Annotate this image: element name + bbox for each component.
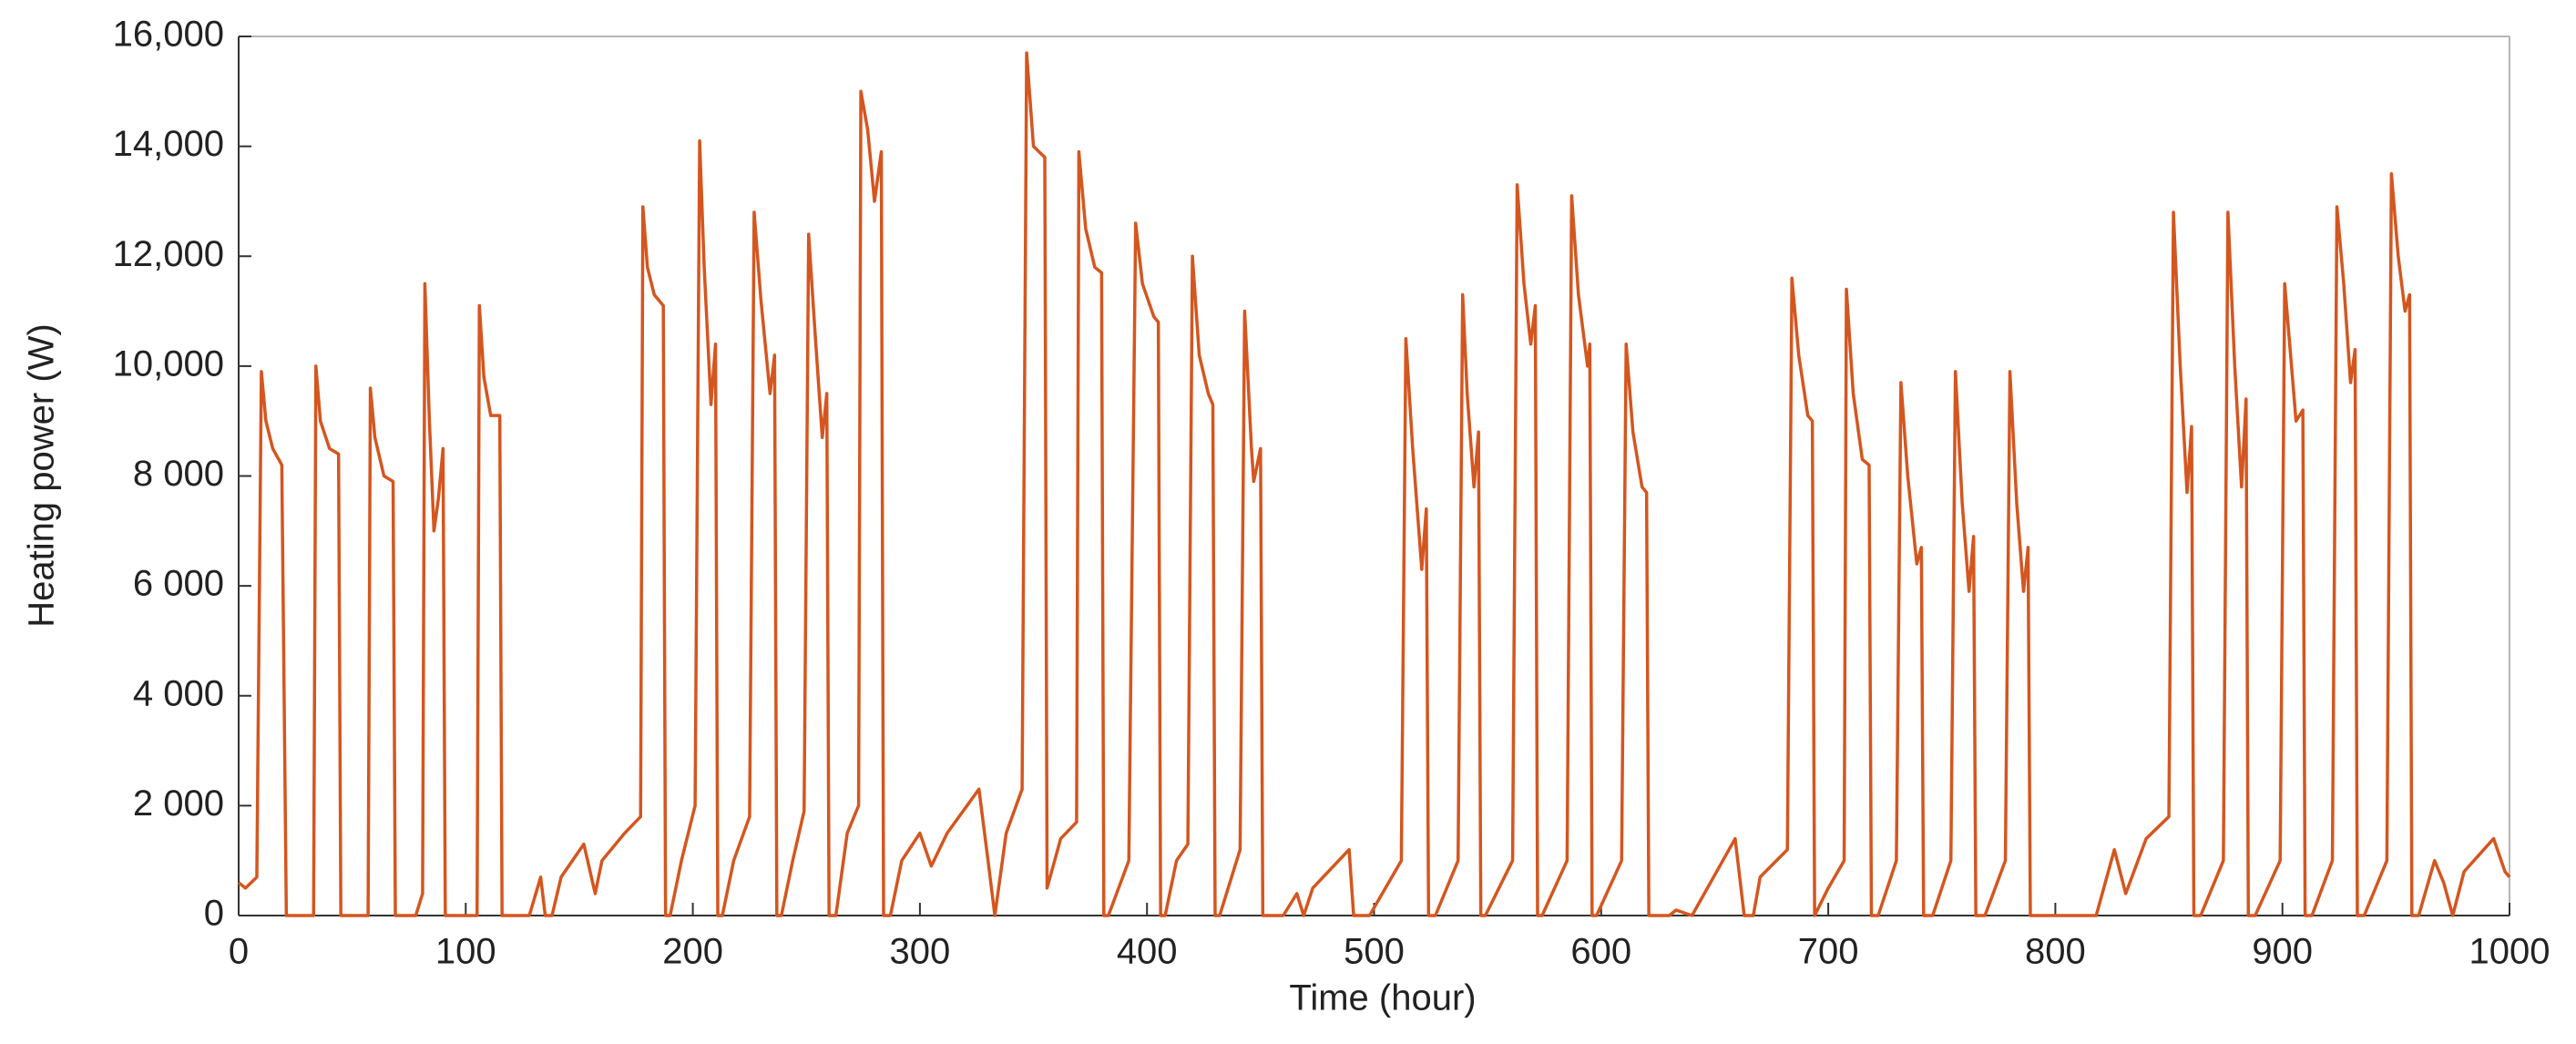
x-tick-label: 700 bbox=[1798, 932, 1859, 972]
y-tick-label: 10,000 bbox=[113, 343, 224, 384]
x-tick-label: 900 bbox=[2252, 932, 2313, 972]
x-tick-label: 500 bbox=[1344, 932, 1405, 972]
x-tick-label: 300 bbox=[890, 932, 951, 972]
x-tick-label: 200 bbox=[662, 932, 723, 972]
y-tick-label: 2 000 bbox=[133, 783, 224, 824]
x-tick-label: 0 bbox=[229, 932, 249, 972]
y-axis-label: Heating power (W) bbox=[22, 323, 62, 627]
y-tick-label: 8 000 bbox=[133, 454, 224, 494]
y-tick-label: 4 000 bbox=[133, 673, 224, 713]
x-axis-label: Time (hour) bbox=[1289, 978, 1476, 1018]
y-tick-label: 16,000 bbox=[113, 15, 224, 55]
y-tick-label: 6 000 bbox=[133, 564, 224, 604]
data-line bbox=[237, 51, 2511, 917]
x-tick-label: 1000 bbox=[2469, 932, 2550, 972]
x-tick-label: 100 bbox=[435, 932, 496, 972]
y-tick-label: 0 bbox=[204, 894, 224, 934]
x-tick-label: 600 bbox=[1570, 932, 1631, 972]
x-tick-label: 400 bbox=[1117, 932, 1178, 972]
y-tick-label: 12,000 bbox=[113, 234, 224, 274]
x-tick-label: 800 bbox=[2025, 932, 2086, 972]
y-tick-label: 14,000 bbox=[113, 124, 224, 164]
